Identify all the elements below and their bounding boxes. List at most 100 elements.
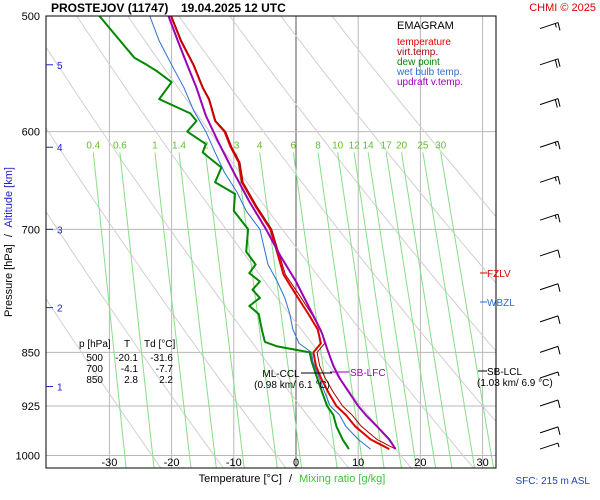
levels-table: p [hPa] T Td [°C] 500 -20.1 -31.6 700 -4.1 -7…: [79, 339, 175, 386]
dry-adiabat-line: [280, 16, 496, 284]
chart-title: EMAGRAM: [397, 20, 454, 32]
mixing-ratio-line: [154, 152, 192, 469]
table-cell-p: 850: [86, 375, 103, 386]
wind-barb: [539, 371, 560, 379]
wind-barb: [539, 175, 561, 185]
mixing-ratio-label: 4: [257, 140, 263, 151]
x-tick-labels: -30 -20 -10 0 10 20 30: [101, 457, 488, 469]
x-axis-title-sep: /: [289, 473, 293, 485]
mixing-ratio-label: 30: [435, 140, 447, 151]
mixing-ratio-label: 25: [417, 140, 429, 151]
legend-entry: dew point: [397, 57, 440, 68]
y-axis-title-sep: /: [3, 233, 15, 237]
mixing-ratio-label: 10: [332, 140, 344, 151]
pressure-tick-label: 500: [22, 11, 40, 23]
pressure-tick-label: 850: [22, 347, 40, 359]
legend-entry: wet bulb temp.: [396, 67, 462, 78]
series-line-wet-bulb-temp: [149, 15, 371, 450]
x-axis-title-mix: Mixing ratio [g/kg]: [299, 473, 385, 485]
y-axis-title-alt: Altitude [km]: [3, 167, 15, 228]
y-axis-title-pressure: Pressure [hPa]: [3, 244, 15, 317]
mixing-ratio-line: [353, 152, 402, 469]
series-line-updraft-v-temp: [167, 15, 397, 450]
sb-lcl-value: (1.03 km/ 6.9 °C): [477, 378, 553, 389]
fzlv-label: FZLV: [487, 269, 511, 280]
mixing-ratio-label: 1.4: [172, 140, 186, 151]
mixing-ratio-line: [92, 152, 127, 469]
dry-adiabat-line: [229, 16, 496, 352]
mixing-ratio-line: [400, 152, 453, 469]
wind-barb: [539, 315, 561, 324]
table-cell-t: 2.8: [124, 375, 138, 386]
plot-area: [46, 16, 496, 468]
wind-barb: [539, 426, 561, 435]
table-header-p: p [hPa]: [79, 339, 111, 350]
x-axis-title: Temperature [°C] / Mixing ratio [g/kg]: [199, 473, 386, 485]
altitude-tick-label: 5: [57, 61, 63, 72]
mixing-ratio-line: [292, 152, 338, 469]
mixing-ratio-line: [367, 152, 417, 469]
mixing-ratio-line: [422, 152, 476, 469]
series-line-virt-temp: [171, 15, 396, 450]
mixing-ratio-line: [337, 152, 385, 469]
table-cell-td: -31.6: [150, 353, 173, 364]
table-header-td: Td [°C]: [144, 339, 175, 350]
wind-barb: [539, 98, 561, 108]
wind-barb: [539, 345, 561, 355]
sounding-series: [98, 15, 397, 450]
mixing-ratio-label: 17: [381, 140, 393, 151]
legend-entry: temperature: [397, 37, 451, 48]
wind-barb: [539, 213, 561, 223]
mixing-ratio-label: 20: [396, 140, 408, 151]
x-tick-label: 10: [352, 457, 364, 469]
table-cell-td: -7.7: [156, 364, 174, 375]
dry-adiabat-line: [178, 16, 496, 423]
x-tick-label: -20: [164, 457, 180, 469]
x-tick-label: 0: [293, 457, 299, 469]
sb-lfc-label: SB-LFC: [350, 368, 386, 379]
mixing-ratio-lines: 0.4 0.6 1 1.4 2 3 4 6 8 10 12 14 17 20 25 30: [86, 140, 495, 469]
mixing-ratio-label: 6: [291, 140, 297, 151]
wind-barb: [539, 283, 561, 292]
mixing-ratio-line: [317, 152, 364, 469]
plot-frame: [45, 15, 497, 469]
wind-barb: [539, 399, 561, 409]
dry-adiabat-line: [46, 46, 349, 468]
table-cell-p: 700: [86, 364, 103, 375]
mixing-ratio-line: [119, 152, 155, 469]
dry-adiabat-line: [46, 210, 224, 468]
ml-ccl-label: ML-CCL: [262, 369, 300, 380]
annotations: FZLV WBZL SB-LFC ML-CCL (0.98 km/ 6.1 °C…: [254, 269, 553, 391]
y-axis-title: Pressure [hPa] / Altitude [km]: [3, 167, 15, 317]
x-tick-label: -30: [101, 457, 117, 469]
dry-adiabats: [46, 16, 496, 468]
mixing-ratio-line: [385, 152, 437, 469]
x-tick-label: 30: [476, 457, 488, 469]
altitude-tick-label: 4: [57, 143, 63, 154]
series-line-temperature: [170, 15, 390, 450]
wind-barb: [539, 249, 561, 259]
altitude-tick-labels: 5 4 3 2 1: [46, 61, 63, 394]
mixing-ratio-label: 8: [315, 140, 321, 151]
mixing-ratio-line: [178, 152, 217, 469]
sfc-label: SFC: 215 m ASL: [516, 476, 591, 487]
dry-adiabat-line: [331, 16, 496, 218]
wbzl-label: WBZL: [487, 298, 515, 309]
x-axis-title-temp: Temperature [°C]: [199, 473, 282, 485]
pressure-tick-label: 700: [22, 224, 40, 236]
table-cell-t: -4.1: [121, 364, 139, 375]
pressure-tick-labels: 500 600 700 850 925 1000: [16, 11, 40, 462]
table-cell-p: 500: [86, 353, 103, 364]
wind-barb: [539, 58, 561, 68]
mixing-ratio-label: 12: [349, 140, 361, 151]
mixing-ratio-label: 0.4: [86, 140, 100, 151]
x-tick-label: 20: [414, 457, 426, 469]
wind-barb: [539, 442, 560, 450]
wind-barb: [539, 22, 561, 31]
datetime-title: 19.04.2025 12 UTC: [181, 1, 286, 15]
pressure-tick-label: 925: [22, 401, 40, 413]
mixing-ratio-line: [259, 152, 303, 469]
table-cell-td: 2.2: [159, 375, 173, 386]
